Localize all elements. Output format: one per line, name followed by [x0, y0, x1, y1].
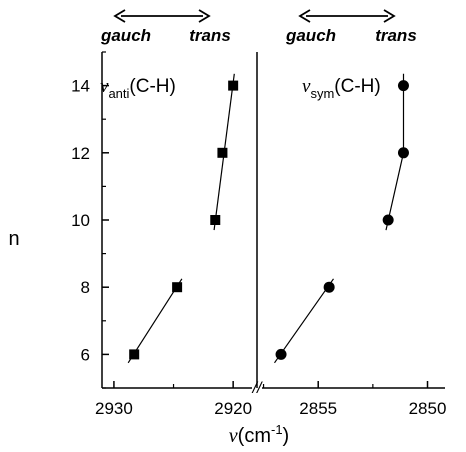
- data-point-square: [210, 215, 221, 225]
- panel-title-sym: νsym(C-H): [302, 76, 381, 101]
- y-tick-label: 8: [81, 278, 90, 297]
- data-point-circle: [397, 80, 409, 92]
- y-tick-label: 14: [71, 77, 90, 96]
- arrowhead-right-icon: [198, 9, 211, 23]
- fit-line: [127, 278, 183, 364]
- data-point-circle: [275, 348, 287, 360]
- arrow-label-trans-right: trans: [375, 26, 417, 45]
- x-tick-label: 2920: [214, 399, 252, 418]
- x-axis-title-text: (cm: [238, 425, 271, 447]
- arrowhead-right-icon: [383, 9, 396, 23]
- x-axis-title-exp: -1: [271, 422, 283, 437]
- x-tick-label: 2855: [299, 399, 337, 418]
- data-point-square: [129, 349, 140, 360]
- data-point-square: [217, 147, 228, 158]
- data-point-circle: [323, 281, 335, 293]
- y-tick-label: 12: [71, 144, 90, 163]
- y-axis-title: n: [8, 228, 19, 250]
- arrowhead-left-icon: [298, 9, 311, 23]
- x-axis-title: ν(cm-1): [229, 422, 289, 447]
- data-point-circle: [397, 147, 409, 159]
- y-tick-label: 10: [71, 211, 90, 230]
- x-tick-label: 2930: [95, 399, 133, 418]
- arrowhead-left-icon: [113, 9, 126, 23]
- y-tick-label: 6: [81, 345, 90, 364]
- chart-marks: 6 8 10 12 14 2930 2920 2855 2850: [71, 9, 447, 418]
- panel-title-anti: νanti(C-H): [100, 76, 176, 101]
- arrow-label-gauch-right: gauch: [285, 26, 336, 45]
- arrow-label-trans-left: trans: [189, 26, 231, 45]
- x-axis-title-symbol: ν: [229, 425, 238, 447]
- fit-line: [274, 278, 334, 364]
- data-point-square: [172, 282, 183, 293]
- data-point-circle: [382, 214, 394, 226]
- data-point-square: [228, 80, 239, 91]
- arrow-label-gauch-left: gauch: [100, 26, 151, 45]
- axis-break-mark: //: [252, 380, 263, 397]
- x-tick-label: 2850: [409, 399, 447, 418]
- x-axis-title-end: ): [283, 425, 290, 447]
